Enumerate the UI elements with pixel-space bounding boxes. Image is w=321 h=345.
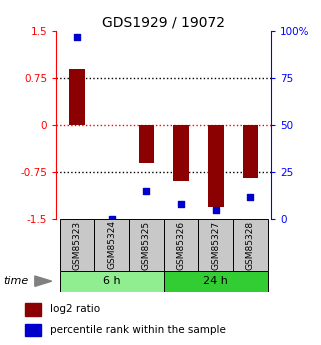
Text: 6 h: 6 h xyxy=(103,276,120,286)
FancyBboxPatch shape xyxy=(94,219,129,271)
FancyBboxPatch shape xyxy=(129,219,164,271)
FancyBboxPatch shape xyxy=(198,219,233,271)
Polygon shape xyxy=(35,276,52,286)
Bar xyxy=(25,303,41,316)
Point xyxy=(74,34,80,39)
FancyBboxPatch shape xyxy=(164,219,198,271)
Bar xyxy=(243,125,258,178)
FancyBboxPatch shape xyxy=(60,219,94,271)
Point xyxy=(213,207,218,213)
Text: time: time xyxy=(3,276,28,286)
Text: GSM85324: GSM85324 xyxy=(107,220,116,269)
Point xyxy=(178,201,184,207)
Text: GSM85327: GSM85327 xyxy=(211,220,220,269)
FancyBboxPatch shape xyxy=(164,271,268,292)
Bar xyxy=(208,125,223,207)
Text: 24 h: 24 h xyxy=(203,276,228,286)
Title: GDS1929 / 19072: GDS1929 / 19072 xyxy=(102,16,225,30)
Text: log2 ratio: log2 ratio xyxy=(50,304,100,314)
Point xyxy=(248,194,253,199)
Text: GSM85325: GSM85325 xyxy=(142,220,151,269)
Point xyxy=(144,188,149,194)
Text: GSM85326: GSM85326 xyxy=(177,220,186,269)
Text: GSM85328: GSM85328 xyxy=(246,220,255,269)
Bar xyxy=(69,69,85,125)
FancyBboxPatch shape xyxy=(60,271,164,292)
FancyBboxPatch shape xyxy=(233,219,268,271)
Bar xyxy=(139,125,154,162)
Bar xyxy=(173,125,189,181)
Point xyxy=(109,216,114,222)
Text: percentile rank within the sample: percentile rank within the sample xyxy=(50,325,226,335)
Bar xyxy=(25,324,41,336)
Text: GSM85323: GSM85323 xyxy=(73,220,82,269)
